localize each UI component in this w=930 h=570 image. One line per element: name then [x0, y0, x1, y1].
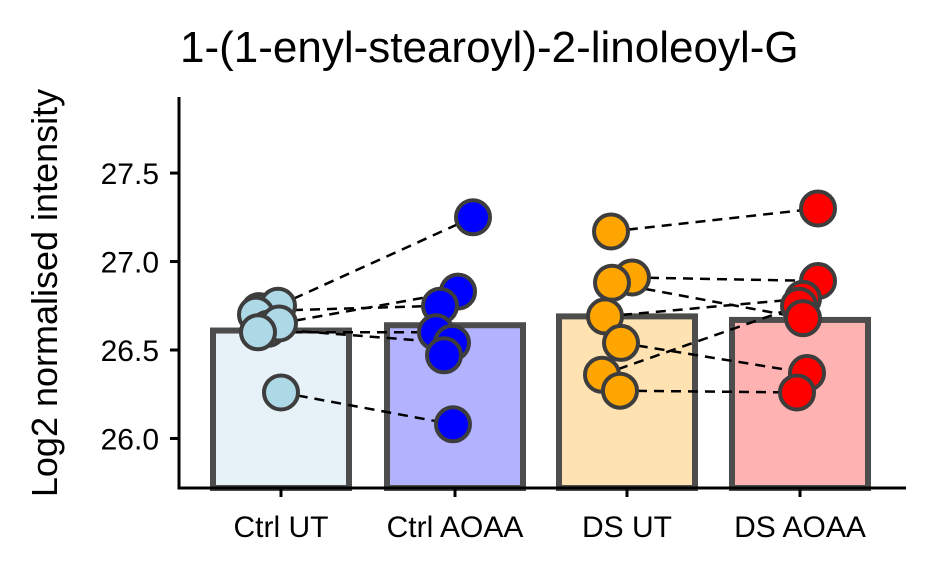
y-tick-label: 27.0: [101, 247, 159, 280]
data-point: [454, 198, 492, 237]
data-point: [592, 212, 630, 251]
pair-line: [278, 290, 459, 325]
x-tick-label: Ctrl UT: [234, 511, 329, 544]
x-tick-label: Ctrl AOAA: [387, 511, 524, 544]
x-tick-label: DS UT: [582, 511, 672, 544]
data-point: [601, 371, 639, 410]
x-tick-label: DS AOAA: [734, 511, 866, 544]
data-point: [262, 373, 300, 412]
y-ticks: 26.0 26.5 27.0 27.5: [101, 158, 179, 456]
pair-line: [280, 391, 454, 426]
data-point: [602, 323, 640, 362]
pair-line: [631, 276, 819, 283]
x-ticks: Ctrl UT Ctrl AOAA DS UT DS AOAA: [234, 488, 866, 544]
bars-layer: [210, 313, 871, 491]
y-tick-label: 26.0: [101, 423, 159, 456]
pair-lines-layer: [258, 207, 819, 426]
y-axis-label: Log2 normalised intensity: [24, 89, 65, 497]
y-tick-label: 27.5: [101, 158, 159, 191]
pair-line: [277, 216, 474, 307]
pair-line: [619, 389, 798, 394]
pair-line: [610, 207, 819, 233]
data-point: [425, 336, 463, 375]
data-point: [593, 263, 631, 302]
chart-title: 1-(1-enyl-stearoyl)-2-linoleoyl-G: [180, 23, 799, 72]
data-point: [799, 189, 837, 228]
data-point: [784, 299, 822, 338]
pair-line: [601, 304, 800, 376]
axes-layer: [177, 97, 906, 490]
pair-line: [620, 341, 808, 375]
data-point: [434, 405, 472, 444]
data-point: [239, 313, 277, 352]
y-tick-label: 26.5: [101, 335, 159, 368]
points-layer: [237, 189, 837, 444]
pair-line: [611, 281, 804, 320]
data-point: [778, 373, 816, 412]
pair-line: [258, 304, 441, 313]
